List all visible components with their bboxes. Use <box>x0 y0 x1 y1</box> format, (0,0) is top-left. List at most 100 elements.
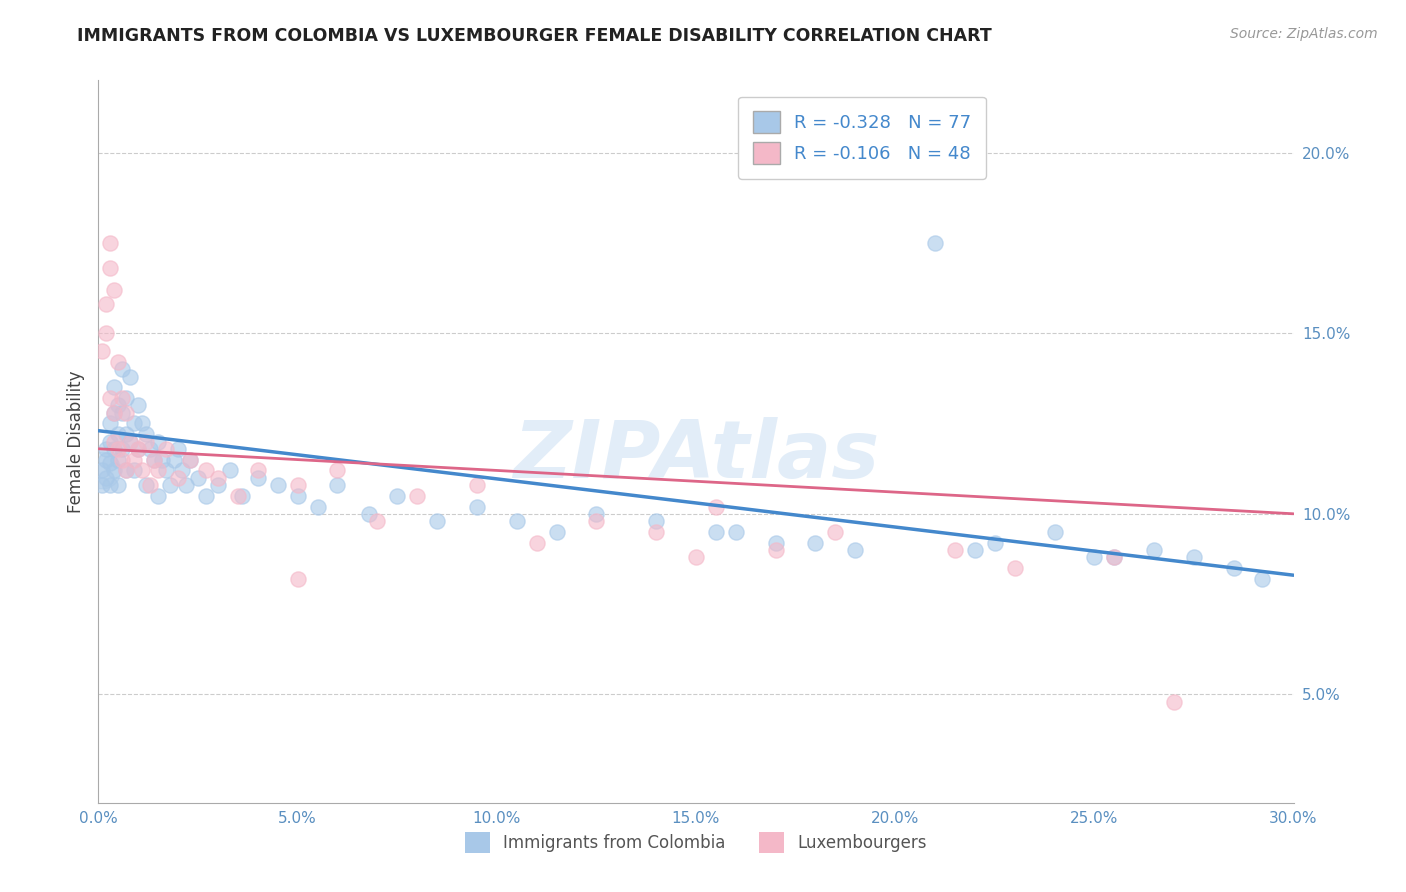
Point <box>163 452 186 467</box>
Point <box>406 489 429 503</box>
Point <box>115 427 138 442</box>
Text: ZIPAtlas: ZIPAtlas <box>513 417 879 495</box>
Point <box>207 471 229 485</box>
Point <box>1104 550 1126 565</box>
Point <box>465 478 488 492</box>
Point <box>924 235 946 250</box>
Point <box>506 514 529 528</box>
Point <box>1143 542 1166 557</box>
Point <box>724 524 747 539</box>
Legend: Immigrants from Colombia, Luxembourgers: Immigrants from Colombia, Luxembourgers <box>458 826 934 860</box>
Point <box>103 380 125 394</box>
Point <box>207 478 229 492</box>
Point <box>526 535 548 549</box>
Point <box>96 326 118 341</box>
Point <box>426 514 449 528</box>
Point <box>139 478 162 492</box>
Point <box>135 427 157 442</box>
Point <box>155 442 177 456</box>
Point <box>120 369 142 384</box>
Point <box>984 535 1007 549</box>
Point <box>111 406 134 420</box>
Point <box>174 478 197 492</box>
Point <box>143 452 166 467</box>
Point <box>1104 550 1126 565</box>
Point <box>96 452 118 467</box>
Point <box>111 362 134 376</box>
Point <box>115 463 138 477</box>
Point <box>111 391 134 405</box>
Point <box>195 489 218 503</box>
Point <box>645 514 668 528</box>
Point <box>91 463 114 477</box>
Point <box>96 471 118 485</box>
Point <box>131 417 153 431</box>
Point <box>127 398 149 412</box>
Point <box>287 478 309 492</box>
Point <box>155 463 177 477</box>
Point <box>179 452 201 467</box>
Point <box>98 391 122 405</box>
Point <box>98 417 122 431</box>
Point <box>115 406 138 420</box>
Point <box>143 452 166 467</box>
Point <box>1004 561 1026 575</box>
Point <box>804 535 827 549</box>
Point <box>844 542 866 557</box>
Point <box>135 478 157 492</box>
Point <box>107 478 129 492</box>
Point <box>287 489 309 503</box>
Point <box>226 489 249 503</box>
Text: Source: ZipAtlas.com: Source: ZipAtlas.com <box>1230 27 1378 41</box>
Point <box>287 572 309 586</box>
Point <box>148 434 170 449</box>
Point <box>1250 572 1272 586</box>
Point <box>385 489 409 503</box>
Point <box>159 478 181 492</box>
Point <box>219 463 242 477</box>
Point <box>179 452 201 467</box>
Point <box>231 489 253 503</box>
Point <box>704 524 727 539</box>
Point <box>267 478 290 492</box>
Point <box>98 261 122 276</box>
Point <box>103 442 125 456</box>
Point <box>98 235 122 250</box>
Point <box>103 406 125 420</box>
Point <box>91 478 114 492</box>
Point <box>167 442 190 456</box>
Point <box>585 514 607 528</box>
Point <box>127 442 149 456</box>
Point <box>107 442 129 456</box>
Point <box>187 471 209 485</box>
Point <box>148 489 170 503</box>
Point <box>765 535 787 549</box>
Point <box>120 434 142 449</box>
Point <box>103 406 125 420</box>
Point <box>96 297 118 311</box>
Point <box>963 542 986 557</box>
Point <box>366 514 388 528</box>
Point <box>167 471 190 485</box>
Point <box>1182 550 1205 565</box>
Point <box>103 434 125 449</box>
Point <box>195 463 218 477</box>
Point <box>111 442 134 456</box>
Point <box>1163 695 1185 709</box>
Point <box>107 452 129 467</box>
Point <box>103 283 125 297</box>
Point <box>326 463 349 477</box>
Point <box>131 463 153 477</box>
Point <box>96 442 118 456</box>
Point <box>115 463 138 477</box>
Point <box>246 471 269 485</box>
Point <box>465 500 488 514</box>
Y-axis label: Female Disability: Female Disability <box>66 370 84 513</box>
Point <box>120 434 142 449</box>
Point <box>91 344 114 359</box>
Point <box>685 550 707 565</box>
Point <box>98 478 122 492</box>
Point <box>98 434 122 449</box>
Point <box>824 524 846 539</box>
Point <box>1223 561 1246 575</box>
